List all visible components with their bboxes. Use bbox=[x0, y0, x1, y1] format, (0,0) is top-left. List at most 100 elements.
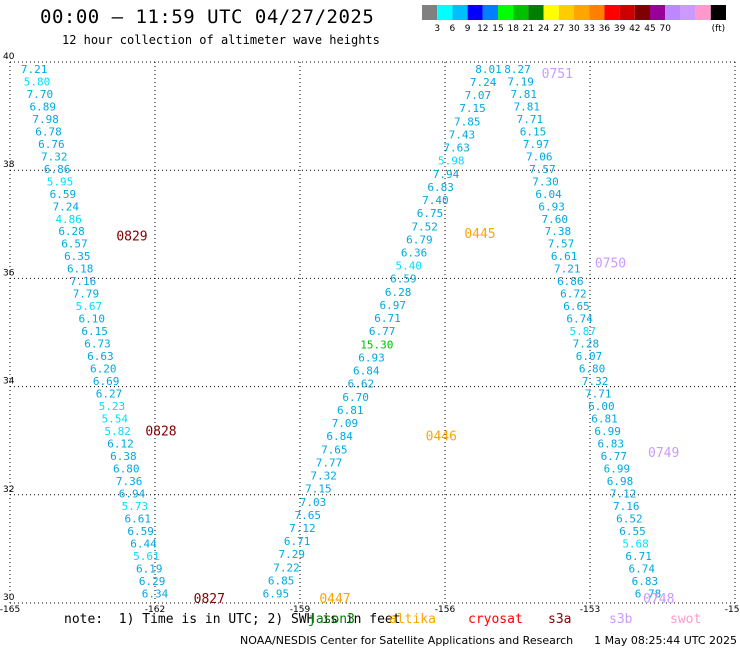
x-tick-label: -156 bbox=[435, 605, 456, 615]
swh-value-label: 6.93 bbox=[358, 351, 385, 364]
pass-label: 0827 bbox=[194, 592, 225, 607]
x-tick-label: -153 bbox=[580, 605, 600, 615]
pass-label: 0829 bbox=[116, 230, 147, 245]
swh-value-label: 6.28 bbox=[385, 286, 412, 299]
swh-value-label: 7.43 bbox=[449, 128, 476, 141]
chart-subtitle: 12 hour collection of altimeter wave hei… bbox=[62, 33, 380, 47]
swh-value-label: 6.81 bbox=[591, 413, 618, 426]
swh-value-label: 6.44 bbox=[130, 538, 157, 551]
swh-value-label: 6.83 bbox=[632, 575, 659, 588]
swh-value-label: 7.40 bbox=[422, 194, 449, 207]
swh-value-label: 6.80 bbox=[113, 463, 140, 476]
swh-value-label: 7.15 bbox=[459, 102, 486, 115]
x-tick-label: -159 bbox=[290, 605, 311, 615]
swh-value-label: 5.98 bbox=[438, 155, 465, 168]
swh-value-label: 6.65 bbox=[563, 300, 590, 313]
swh-value-label: 6.73 bbox=[84, 338, 111, 351]
swh-value-label: 6.57 bbox=[61, 238, 88, 251]
swh-value-label: 5.54 bbox=[101, 413, 128, 426]
swh-value-label: 6.72 bbox=[560, 288, 587, 301]
colorbar-swatch bbox=[452, 5, 468, 20]
satellite-legend-item: jason3 bbox=[308, 612, 355, 627]
swh-value-label: 7.32 bbox=[582, 375, 609, 388]
swh-value-label: 6.97 bbox=[380, 299, 407, 312]
swh-value-label: 6.35 bbox=[64, 250, 91, 263]
swh-value-label: 6.04 bbox=[535, 188, 562, 201]
swh-value-label: 6.10 bbox=[78, 313, 105, 326]
colorbar-swatch bbox=[650, 5, 666, 20]
swh-value-label: 5.40 bbox=[396, 260, 423, 273]
x-tick-label: -150 bbox=[725, 605, 740, 615]
colorbar-swatch bbox=[710, 5, 726, 20]
colorbar-swatch bbox=[467, 5, 483, 20]
swh-value-label: 6.29 bbox=[139, 575, 166, 588]
pass-label: 0748 bbox=[643, 592, 674, 607]
swh-value-label: 5.80 bbox=[24, 75, 51, 88]
swh-value-label: 7.70 bbox=[27, 88, 54, 101]
swh-value-label: 7.22 bbox=[273, 561, 300, 574]
swh-value-label: 7.24 bbox=[470, 76, 497, 89]
swh-value-label: 7.06 bbox=[526, 150, 553, 163]
swh-value-label: 6.78 bbox=[35, 125, 62, 138]
colorbar-label: 30 bbox=[568, 24, 580, 34]
swh-value-label: 6.85 bbox=[268, 574, 295, 587]
pass-label: 0749 bbox=[648, 446, 679, 461]
swh-value-label: 6.71 bbox=[284, 535, 311, 548]
swh-value-label: 7.21 bbox=[21, 63, 48, 76]
x-tick-label: -165 bbox=[0, 605, 20, 615]
swh-value-label: 6.59 bbox=[390, 273, 417, 286]
swh-value-label: 6.12 bbox=[107, 438, 134, 451]
swh-value-label: 6.86 bbox=[44, 163, 71, 176]
swh-value-label: 5.73 bbox=[122, 500, 149, 513]
swh-value-label: 6.20 bbox=[90, 363, 117, 376]
swh-value-label: 6.55 bbox=[619, 525, 646, 538]
swh-value-label: 6.27 bbox=[96, 388, 123, 401]
colorbar-label: 39 bbox=[614, 24, 626, 34]
colorbar-label: 15 bbox=[492, 24, 503, 34]
swh-value-label: 6.61 bbox=[124, 513, 151, 526]
swh-value-label: 6.81 bbox=[337, 404, 364, 417]
swh-value-label: 6.79 bbox=[406, 233, 433, 246]
swh-value-label: 7.12 bbox=[610, 488, 637, 501]
swh-value-label: 7.57 bbox=[529, 163, 556, 176]
y-tick-label: 36 bbox=[3, 268, 15, 278]
swh-value-label: 6.84 bbox=[353, 365, 380, 378]
swh-value-label: 6.62 bbox=[348, 378, 375, 391]
colorbar-swatch bbox=[589, 5, 605, 20]
y-tick-label: 30 bbox=[3, 593, 15, 603]
swh-value-label: 7.38 bbox=[545, 225, 572, 238]
satellite-legend-item: cryosat bbox=[468, 612, 523, 627]
colorbar-swatch bbox=[422, 5, 438, 20]
swh-value-label: 6.86 bbox=[557, 275, 584, 288]
swh-value-label: 6.74 bbox=[566, 313, 593, 326]
swh-value-label: 6.69 bbox=[93, 375, 120, 388]
pass-label: 0445 bbox=[464, 227, 495, 242]
axis-ticks: -165 -162 -159 -156 -153 -150 30 32 34 36 38 40 bbox=[0, 52, 740, 615]
pass-label: 0447 bbox=[319, 592, 350, 607]
colorbar-swatch bbox=[528, 5, 544, 20]
swh-value-label: 6.76 bbox=[38, 138, 65, 151]
swh-value-label: 5.68 bbox=[622, 538, 649, 551]
colorbar-swatch bbox=[558, 5, 574, 20]
colorbar-swatch bbox=[498, 5, 514, 20]
grid-lines bbox=[9, 61, 736, 604]
swh-value-label: 6.78 bbox=[635, 588, 662, 601]
chart-title: 00:00 – 11:59 UTC 04/27/2025 bbox=[40, 6, 375, 28]
swh-value-label: 6.93 bbox=[538, 200, 565, 213]
swh-value-label: 7.09 bbox=[332, 417, 359, 430]
colorbar-swatch bbox=[665, 5, 681, 20]
swh-value-label: 6.61 bbox=[551, 250, 578, 263]
swh-value-label: 4.86 bbox=[55, 213, 82, 226]
colorbar-swatch bbox=[619, 5, 635, 20]
swh-value-label: 7.65 bbox=[321, 443, 348, 456]
swh-value-label: 7.77 bbox=[316, 456, 343, 469]
colorbar-swatch bbox=[543, 5, 559, 20]
swh-value-label: 7.16 bbox=[70, 275, 97, 288]
swh-value-label: 6.71 bbox=[625, 550, 652, 563]
swh-value-label: 8.01 bbox=[475, 63, 502, 76]
colorbar-label: 24 bbox=[538, 24, 550, 34]
footer-note: note: 1) Time is in UTC; 2) SWH is in fe… bbox=[64, 612, 401, 627]
satellite-legend-item: altika bbox=[389, 612, 436, 627]
swh-value-label: 7.97 bbox=[523, 138, 550, 151]
